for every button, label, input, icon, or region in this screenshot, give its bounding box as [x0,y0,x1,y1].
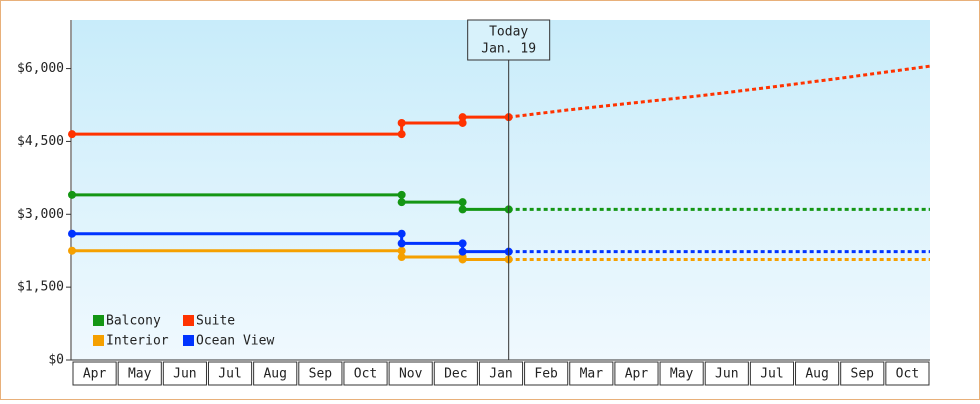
x-tick-label: Dec [444,367,467,382]
x-tick-cell [478,361,524,386]
point [397,118,406,127]
x-tick-cell [840,361,885,386]
legend-swatch [183,335,194,346]
x-tick-cell [72,361,117,386]
x-tick-cell [162,361,207,386]
point [397,239,406,248]
today-box [467,19,551,61]
point [458,255,467,264]
point [458,113,467,122]
x-tick-label: Aug [805,367,828,382]
x-tick-label: Jul [218,367,241,382]
x-tick-cell [704,361,749,386]
x-tick-cell [524,361,569,386]
point [397,190,406,199]
legend-swatch [183,315,194,326]
x-tick-label: Aug [263,367,286,382]
legend-label: Ocean View [196,334,274,349]
x-tick-cell [885,361,930,386]
point [397,130,406,139]
point [397,246,406,255]
point [68,246,76,255]
x-tick-cell [253,361,298,386]
today-label: Today [489,25,528,40]
x-tick-label: Oct [896,367,919,382]
x-tick-cell [433,361,478,386]
x-tick-label: Apr [625,367,649,382]
plot-area [72,20,930,360]
point [458,205,467,214]
x-tick-cell [569,361,614,386]
legend-label: Suite [196,314,235,329]
x-tick-label: Jan [489,367,512,382]
x-tick-label: Nov [399,367,423,382]
x-tick-cell [343,361,388,386]
legend-label: Interior [106,334,169,349]
point [68,130,76,139]
y-tick-label: $0 [48,353,64,368]
point [68,229,76,238]
point [458,118,467,127]
y-tick-label: $6,000 [17,61,64,76]
today-label: Jan. 19 [481,42,536,57]
x-tick-label: Mar [580,367,604,382]
x-tick-label: Sep [309,367,333,382]
x-tick-label: Jun [715,367,738,382]
point [458,247,467,256]
series-line [72,115,509,136]
x-tick-cell [117,361,162,386]
x-tick-label: Feb [534,367,558,382]
legend-label: Balcony [106,314,161,329]
series-line [72,249,509,261]
legend-swatch [93,335,104,346]
x-tick-cell [207,361,253,386]
point [397,229,406,238]
x-tick-cell [388,361,433,386]
x-tick-cell [795,361,840,386]
y-tick-label: $4,500 [17,134,64,149]
x-tick-label: Jul [760,367,783,382]
x-tick-label: Oct [354,367,377,382]
series-line [72,193,509,211]
x-tick-label: Jun [173,367,196,382]
point [458,198,467,207]
point [458,239,467,248]
point [68,190,76,199]
y-tick-label: $3,000 [17,207,64,222]
point [397,198,406,207]
legend-swatch [93,315,104,326]
x-tick-cell [749,361,795,386]
x-tick-label: May [128,367,152,382]
series-line [72,232,509,254]
x-tick-cell [614,361,659,386]
x-tick-cell [298,361,343,386]
x-tick-cell [659,361,704,386]
point [397,253,406,262]
x-tick-label: Apr [83,367,107,382]
x-tick-label: May [670,367,694,382]
y-tick-label: $1,500 [17,280,64,295]
forecast-line [508,64,931,119]
x-tick-label: Sep [851,367,875,382]
